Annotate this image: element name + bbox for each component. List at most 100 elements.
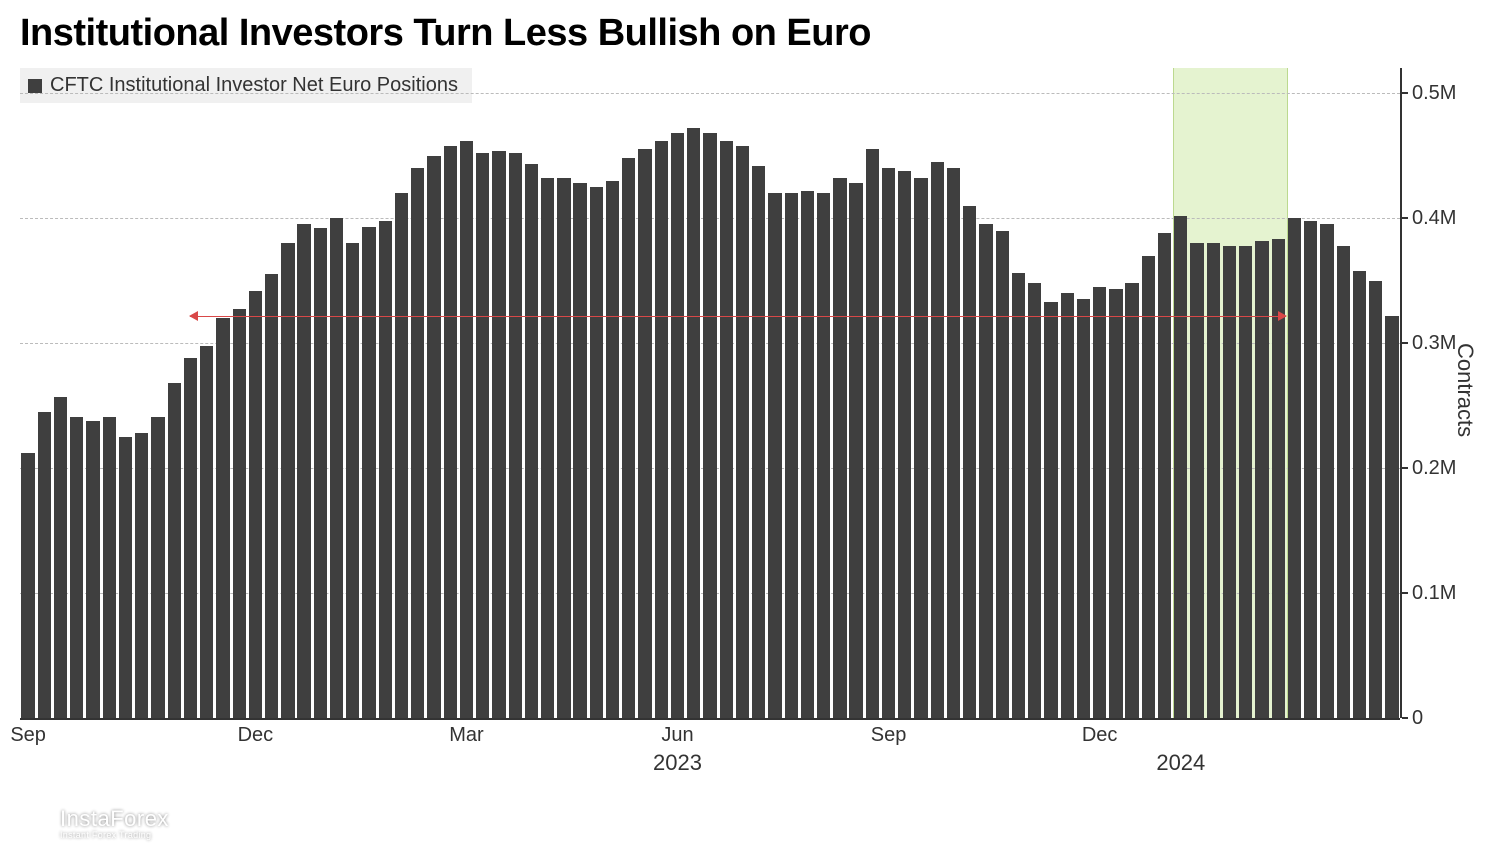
bar [1385, 316, 1398, 719]
bar [135, 433, 148, 718]
bar [1207, 243, 1220, 718]
x-axis [20, 718, 1400, 720]
bar [622, 158, 635, 718]
watermark-text: InstaForex Instant Forex Trading [60, 806, 169, 840]
bar [168, 383, 181, 718]
bar [265, 274, 278, 718]
x-month-label: Dec [1082, 724, 1118, 747]
bar [119, 437, 132, 718]
x-year-label: 2024 [1156, 750, 1205, 776]
bar [931, 162, 944, 718]
bar [1093, 287, 1106, 718]
bar [200, 346, 213, 719]
bar [1353, 271, 1366, 719]
bar [1288, 218, 1301, 718]
bar [1142, 256, 1155, 719]
bar [1158, 233, 1171, 718]
bar [21, 453, 34, 718]
bar [882, 168, 895, 718]
watermark-brand: InstaForex [60, 806, 169, 832]
bar [38, 412, 51, 718]
bar [833, 178, 846, 718]
bar [362, 227, 375, 718]
bar [914, 178, 927, 718]
y-axis-title: Contracts [1452, 343, 1478, 437]
x-month-label: Dec [238, 724, 274, 747]
bar [379, 221, 392, 719]
bar [996, 231, 1009, 719]
bar [1012, 273, 1025, 718]
bar [606, 181, 619, 719]
bar [898, 171, 911, 719]
bar [1190, 243, 1203, 718]
y-tick-label: 0 [1412, 707, 1423, 730]
bar [151, 417, 164, 718]
bar [281, 243, 294, 718]
bar [801, 191, 814, 719]
bar [752, 166, 765, 719]
bar [1125, 283, 1138, 718]
bar [785, 193, 798, 718]
y-tick-label: 0.2M [1412, 457, 1456, 480]
x-month-label: Jun [661, 724, 693, 747]
reference-line [190, 316, 1286, 317]
bar [1174, 216, 1187, 719]
bar [460, 141, 473, 719]
bar [525, 164, 538, 718]
y-tick-label: 0.3M [1412, 332, 1456, 355]
x-axis-labels: SepDecMarJunSepDec20232024 [20, 724, 1400, 784]
chart-title: Institutional Investors Turn Less Bullis… [20, 12, 871, 55]
bar [476, 153, 489, 718]
bar [703, 133, 716, 718]
bar [86, 421, 99, 719]
bar [849, 183, 862, 718]
bar [963, 206, 976, 719]
bar [768, 193, 781, 718]
bar [346, 243, 359, 718]
bar [1337, 246, 1350, 719]
bar [1255, 241, 1268, 719]
bar [249, 291, 262, 719]
bar [687, 128, 700, 718]
bar [590, 187, 603, 718]
bar [330, 218, 343, 718]
bar [427, 156, 440, 719]
bar [557, 178, 570, 718]
y-axis: 00.1M0.2M0.3M0.4M0.5M [1400, 68, 1402, 718]
bar [1061, 293, 1074, 718]
bar [671, 133, 684, 718]
bar [1369, 281, 1382, 719]
bar [947, 168, 960, 718]
bar [216, 318, 229, 718]
watermark: InstaForex Instant Forex Trading [24, 806, 169, 840]
chart-container: Institutional Investors Turn Less Bullis… [0, 0, 1500, 850]
y-tick-label: 0.5M [1412, 82, 1456, 105]
bar [866, 149, 879, 718]
x-month-label: Sep [871, 724, 907, 747]
bar [1320, 224, 1333, 718]
y-tick-label: 0.4M [1412, 207, 1456, 230]
bar [1044, 302, 1057, 718]
x-month-label: Sep [10, 724, 46, 747]
bar [541, 178, 554, 718]
bar [54, 397, 67, 718]
bar [184, 358, 197, 718]
bar [70, 417, 83, 718]
bar [720, 141, 733, 719]
bar [1028, 283, 1041, 718]
bar [411, 168, 424, 718]
bar [817, 193, 830, 718]
bar [444, 146, 457, 719]
reference-arrow-left [189, 311, 198, 321]
bar [736, 146, 749, 719]
bar [509, 153, 522, 718]
bar [492, 151, 505, 719]
watermark-logo-icon [24, 808, 54, 838]
x-year-label: 2023 [653, 750, 702, 776]
bar [638, 149, 651, 718]
bar [655, 141, 668, 719]
bar [395, 193, 408, 718]
bar [1304, 221, 1317, 719]
x-month-label: Mar [449, 724, 483, 747]
bar [573, 183, 586, 718]
